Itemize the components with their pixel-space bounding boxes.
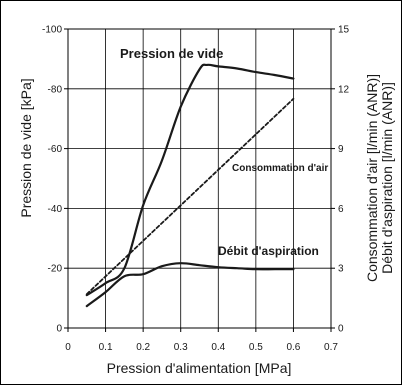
- y-right-tick-label: 9: [338, 144, 344, 155]
- series-label-suction-flow: Débit d'aspiration: [218, 244, 319, 258]
- series-line-vacuum-pressure: [85, 63, 295, 297]
- x-tick-label: 0.3: [174, 342, 188, 353]
- y-left-tick-label: -80: [48, 84, 63, 95]
- y-right-tick-label: 15: [338, 25, 350, 36]
- y-right-tick-label: 0: [338, 324, 344, 335]
- y-right-axis-title-1: Consommation d'air [l/min (ANR)]: [364, 74, 380, 282]
- y-left-tick-label: -40: [48, 204, 63, 215]
- tick-labels: 0 0.1 0.2 0.3 0.4 0.5 0.6 0.70-20-40-60-80-1000…: [42, 25, 350, 354]
- plot-area: [67, 28, 332, 329]
- y-right-tick-label: 3: [338, 264, 344, 275]
- series-line-air-consumption: [85, 97, 295, 295]
- series-label-vacuum: Pression de vide: [120, 46, 223, 61]
- x-tick-label: 0.5: [249, 342, 263, 353]
- x-tick-label: 0.7: [324, 342, 338, 353]
- y-left-tick-label: -20: [48, 264, 63, 275]
- y-right-tick-label: 6: [338, 204, 344, 215]
- x-tick-label: 0.1: [99, 342, 113, 353]
- y-left-axis-title: Pression de vide [kPa]: [18, 78, 34, 217]
- y-left-tick-label: 0: [56, 324, 62, 335]
- x-tick-label: 0: [65, 342, 71, 353]
- y-left-tick-label: -60: [48, 144, 63, 155]
- series-line-suction-flow: [85, 262, 295, 308]
- x-axis-title: Pression d'alimentation [MPa]: [107, 360, 292, 376]
- y-right-axis-title-2: Débit d'aspiration [l/min (ANR)]: [379, 82, 395, 274]
- series-layer: [85, 63, 295, 308]
- y-left-tick-label: -100: [42, 25, 62, 36]
- x-tick-label: 0.6: [286, 342, 300, 353]
- x-tick-label: 0.2: [136, 342, 150, 353]
- y-right-tick-label: 12: [338, 84, 350, 95]
- x-tick-label: 0.4: [211, 342, 225, 353]
- series-label-air-consumption: Consommation d'air: [232, 163, 328, 174]
